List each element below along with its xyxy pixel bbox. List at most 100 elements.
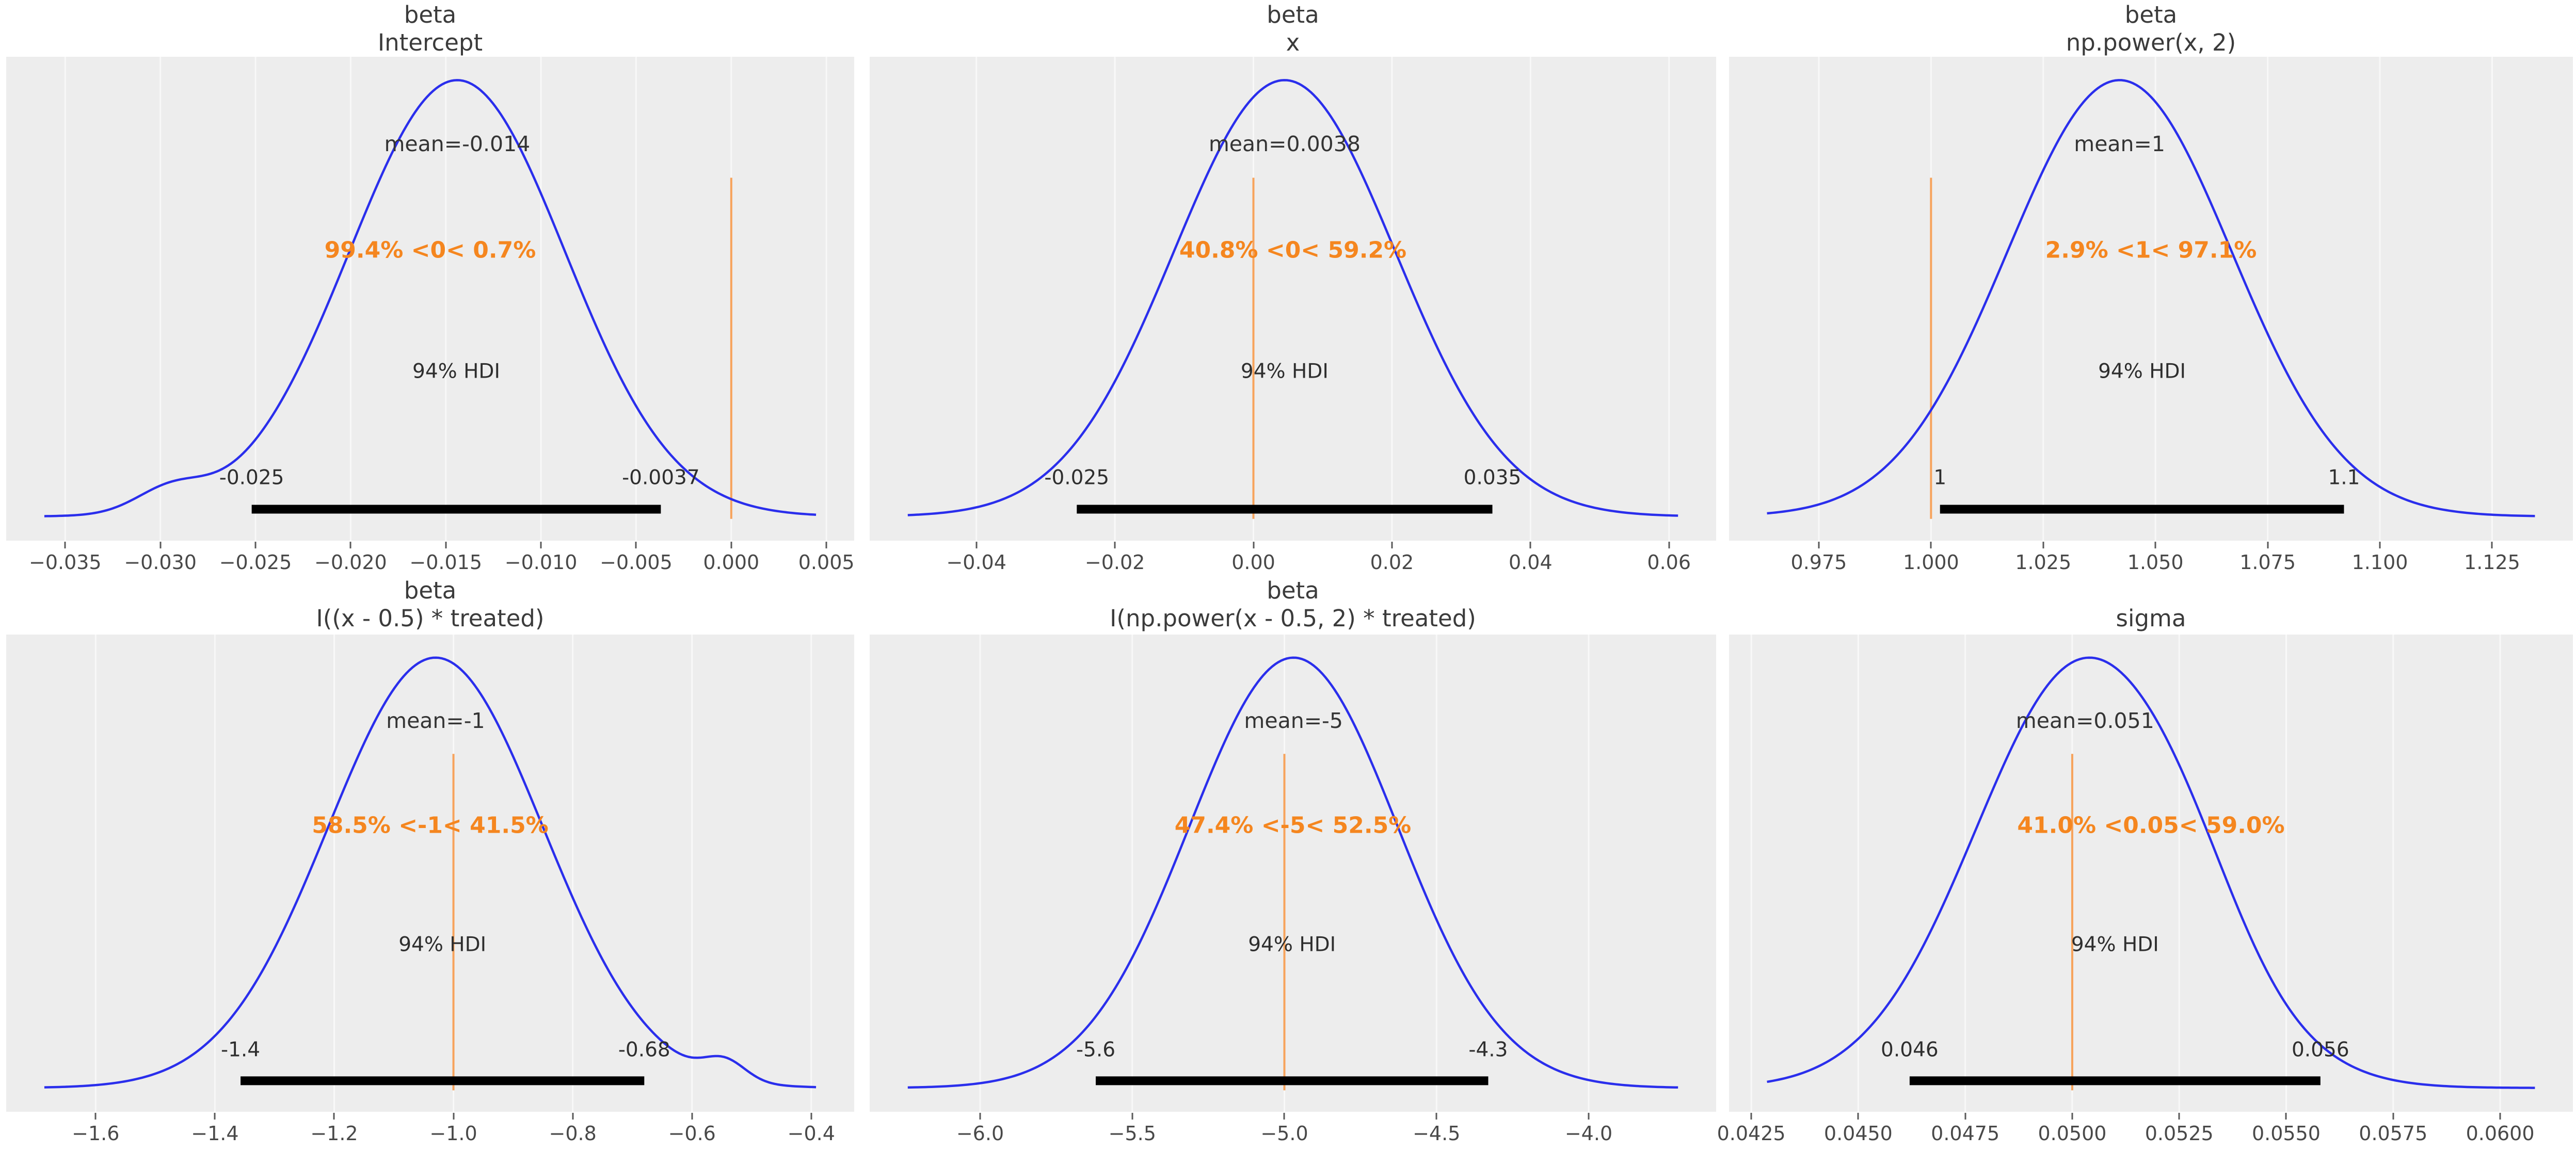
x-tick-label: 1.025 [2015, 551, 2072, 574]
x-tick-label: −5.5 [1108, 1122, 1156, 1145]
x-tick-label: −0.005 [600, 551, 673, 574]
ref-probability-label: 2.9% <1< 97.1% [2045, 237, 2257, 264]
x-tick-label: −0.04 [946, 551, 1006, 574]
x-tick-mark [1668, 542, 1670, 548]
hdi-lower-value: 1 [1933, 466, 1947, 490]
x-tick-label: 0.005 [798, 551, 855, 574]
x-tick-label: −0.02 [1084, 551, 1145, 574]
x-tick-mark [730, 542, 732, 548]
density-plot-svg [870, 57, 1716, 541]
axes-treated-quadratic: mean=-5 47.4% <-5< 52.5% 94% HDI -5.6 -4… [870, 635, 1716, 1145]
x-tick-label: −1.0 [429, 1122, 477, 1145]
x-tick-mark [2178, 1113, 2180, 1120]
x-tick-mark [445, 542, 447, 548]
x-tick-mark [349, 542, 351, 548]
plot-title-coord: x [1286, 29, 1300, 56]
axes-x: mean=0.0038 40.8% <0< 59.2% 94% HDI -0.0… [870, 57, 1716, 574]
mean-label: mean=0.0038 [1208, 131, 1361, 156]
mean-label: mean=1 [2074, 131, 2165, 156]
x-tick-mark [810, 1113, 812, 1120]
x-tick-mark [453, 1113, 455, 1120]
hdi-label: 94% HDI [1248, 933, 1336, 957]
x-tick-mark [1283, 1113, 1285, 1120]
x-tick-mark [691, 1113, 693, 1120]
x-tick-label: −0.030 [124, 551, 197, 574]
x-tick-mark [572, 1113, 574, 1120]
x-tick-label: −0.025 [219, 551, 292, 574]
ref-probability-label: 58.5% <-1< 41.5% [312, 812, 549, 839]
posterior-density-curve [44, 658, 816, 1088]
posterior-density-curve [1767, 658, 2535, 1088]
hdi-upper-value: 0.056 [2291, 1038, 2349, 1062]
posterior-density-curve [908, 80, 1678, 515]
axes-np-power: mean=1 2.9% <1< 97.1% 94% HDI 1 1.1 0.97… [1729, 57, 2573, 574]
x-tick-label: −1.2 [310, 1122, 358, 1145]
x-tick-label: 0.00 [1231, 551, 1275, 574]
x-tick-label: 1.050 [2127, 551, 2184, 574]
plot-title-var: beta [1267, 1, 1319, 28]
density-plot-svg [6, 57, 854, 541]
plot-title-coord: I((x - 0.5) * treated) [316, 605, 545, 632]
axes-treated-linear: mean=-1 58.5% <-1< 41.5% 94% HDI -1.4 -0… [6, 635, 854, 1145]
x-tick-label: −0.035 [28, 551, 102, 574]
x-tick-label: 0.0450 [1823, 1122, 1893, 1145]
x-tick-label: −1.4 [191, 1122, 239, 1145]
density-plot-svg [870, 635, 1716, 1112]
x-tick-label: 0.0600 [2466, 1122, 2535, 1145]
axes-sigma: mean=0.051 41.0% <0.05< 59.0% 94% HDI 0.… [1717, 635, 2573, 1145]
x-tick-label: 1.125 [2464, 551, 2520, 574]
x-tick-label: −0.020 [314, 551, 387, 574]
x-tick-mark [1253, 542, 1254, 548]
plot-title-np-power: beta np.power(x, 2) [1729, 1, 2573, 57]
plot-title-var: beta [404, 1, 457, 28]
x-tick-mark [1391, 542, 1393, 548]
x-tick-mark [825, 542, 827, 548]
hdi-lower-value: -1.4 [221, 1038, 261, 1062]
x-tick-mark [1750, 1113, 1752, 1120]
x-tick-label: 0.975 [1790, 551, 1847, 574]
x-tick-mark [1588, 1113, 1590, 1120]
x-tick-label: 0.0475 [1931, 1122, 2000, 1145]
x-tick-mark [635, 542, 637, 548]
x-tick-label: −4.5 [1413, 1122, 1461, 1145]
x-tick-label: −5.0 [1260, 1122, 1308, 1145]
hdi-lower-value: -0.025 [1044, 466, 1110, 490]
plot-title-var: beta [1267, 577, 1319, 604]
plot-title-var [1729, 577, 2573, 605]
hdi-label: 94% HDI [2071, 933, 2159, 957]
x-tick-mark [159, 542, 162, 548]
x-tick-mark [214, 1113, 216, 1120]
x-tick-mark [2042, 542, 2044, 548]
x-tick-mark [2285, 1113, 2287, 1120]
x-tick-label: 0.02 [1370, 551, 1414, 574]
x-tick-label: 1.000 [1902, 551, 1959, 574]
x-tick-mark [2379, 542, 2381, 548]
density-plot-svg [1729, 57, 2573, 541]
hdi-label: 94% HDI [398, 933, 487, 957]
x-tick-label: 0.0525 [2145, 1122, 2214, 1145]
x-axis-ticks: −0.035 −0.030 −0.025 −0.020 −0.015 −0.010 −0.0… [6, 541, 855, 582]
posterior-density-curve [1767, 80, 2535, 516]
hdi-label: 94% HDI [412, 360, 500, 383]
x-tick-label: −4.0 [1564, 1122, 1613, 1145]
ref-probability-label: 40.8% <0< 59.2% [1179, 237, 1407, 264]
plot-title-treated-linear: beta I((x - 0.5) * treated) [6, 577, 854, 633]
x-tick-mark [1114, 542, 1116, 548]
plot-title-var: beta [2124, 1, 2178, 28]
density-plot-svg [6, 635, 854, 1112]
plot-title-x: beta x [870, 1, 1716, 57]
x-tick-label: 1.075 [2239, 551, 2296, 574]
x-tick-mark [1131, 1113, 1133, 1120]
x-tick-label: 0.0425 [1717, 1122, 1786, 1145]
ref-probability-label: 47.4% <-5< 52.5% [1174, 812, 1412, 839]
x-tick-mark [254, 542, 257, 548]
hdi-lower-value: -5.6 [1076, 1038, 1116, 1062]
mean-label: mean=0.051 [2015, 708, 2154, 733]
hdi-upper-value: 1.1 [2328, 466, 2360, 490]
hdi-lower-value: -0.025 [219, 466, 284, 490]
x-axis-ticks: −6.0 −5.5 −5.0 −4.5 −4.0 [870, 1112, 1716, 1151]
x-tick-mark [1435, 1113, 1437, 1120]
ref-probability-label: 41.0% <0.05< 59.0% [2017, 812, 2285, 839]
x-tick-label: 0.0500 [2038, 1122, 2107, 1145]
